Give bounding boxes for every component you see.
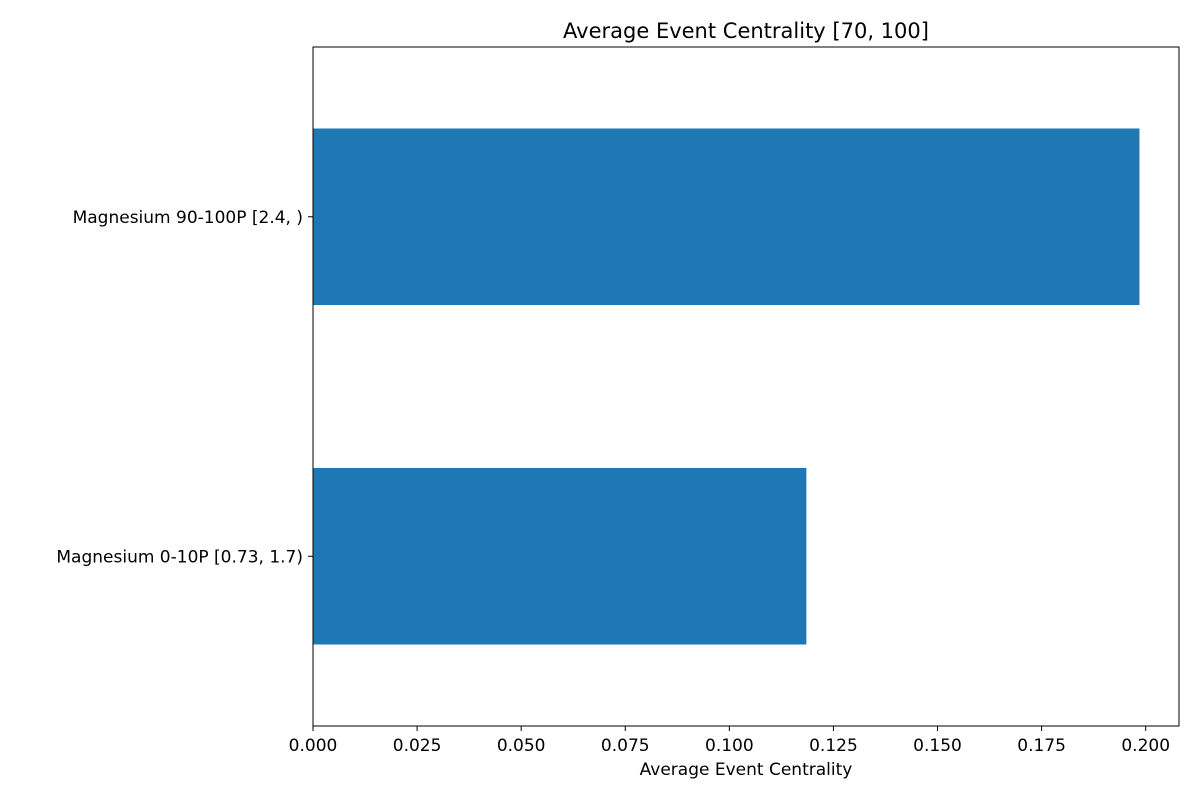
x-tick-label: 0.200 <box>1121 736 1170 756</box>
y-axis: Magnesium 0-10P [0.73, 1.7) Magnesium 90-… <box>56 208 313 567</box>
x-tick-label: 0.125 <box>809 736 858 756</box>
x-tick-label: 0.150 <box>913 736 962 756</box>
x-tick-label: 0.025 <box>393 736 442 756</box>
x-axis-label: Average Event Centrality <box>640 760 853 780</box>
x-tick-label: 0.000 <box>289 736 338 756</box>
x-tick-label: 0.100 <box>705 736 754 756</box>
x-tick-label: 0.050 <box>497 736 546 756</box>
y-tick-label: Magnesium 90-100P [2.4, ) <box>73 208 303 228</box>
bar-1 <box>313 128 1140 306</box>
chart-title: Average Event Centrality [70, 100] <box>563 19 929 43</box>
bar-0 <box>313 467 807 645</box>
y-tick-label: Magnesium 0-10P [0.73, 1.7) <box>56 547 303 567</box>
x-tick-label: 0.075 <box>601 736 650 756</box>
x-axis: 0.000 0.025 0.050 0.075 0.100 0.125 0.150 0.175… <box>289 726 1170 756</box>
plot-frame <box>312 46 1180 727</box>
x-tick-label: 0.175 <box>1017 736 1066 756</box>
bars-layer <box>313 128 1140 645</box>
